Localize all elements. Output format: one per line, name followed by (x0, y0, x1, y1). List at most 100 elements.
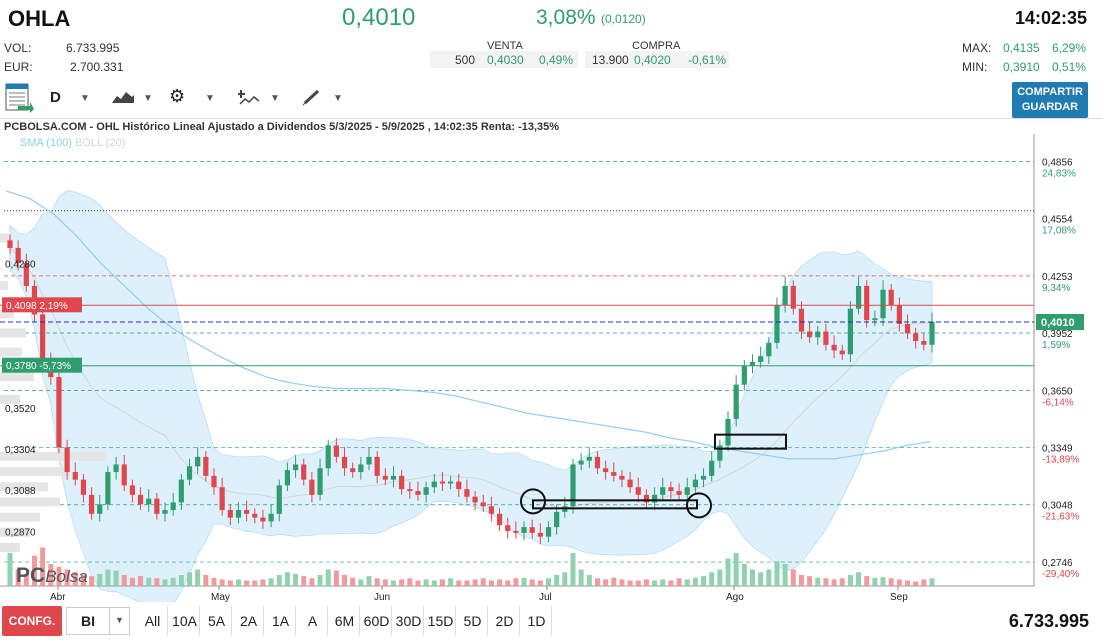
chart-type-icon[interactable] (112, 88, 134, 109)
volume-bar (7, 553, 13, 586)
range-button-2a[interactable]: 2A (234, 606, 264, 636)
candle-body (619, 475, 625, 480)
range-button-15d[interactable]: 15D (426, 606, 456, 636)
volume-bar (758, 572, 764, 586)
candle-body (146, 498, 152, 505)
range-button-10a[interactable]: 10A (170, 606, 200, 636)
annotation-circle-left (520, 488, 546, 515)
candle-body (709, 460, 715, 476)
candle-body (839, 350, 845, 355)
candle-body (913, 333, 919, 342)
volume-bar (40, 547, 46, 586)
x-axis-label: Sep (890, 592, 908, 602)
volume-bar (529, 579, 535, 586)
volume-bar (709, 572, 715, 586)
candle-body (423, 487, 429, 495)
gear-icon[interactable]: ⚙ (169, 86, 186, 106)
indicators-caret-icon[interactable]: ▼ (270, 93, 280, 104)
x-axis-label: Jul (539, 592, 552, 602)
venta-label: VENTA (487, 40, 523, 52)
volume-bar (847, 575, 853, 586)
candle-body (72, 472, 78, 480)
volume-bar (521, 577, 527, 586)
candle-body (317, 468, 323, 495)
volume-bar (643, 579, 649, 586)
candle-body (815, 331, 821, 338)
range-button-a[interactable]: A (298, 606, 328, 636)
candle-body (431, 481, 437, 488)
range-button-1a[interactable]: 1A (266, 606, 296, 636)
volume-bar (701, 576, 707, 586)
volume-bar (399, 579, 405, 586)
range-button-6m[interactable]: 6M (330, 606, 360, 636)
spreadsheet-icon[interactable] (4, 82, 34, 114)
range-button-1d[interactable]: 1D (522, 606, 552, 636)
volume-bar (72, 572, 78, 586)
indicators-icon[interactable] (237, 88, 260, 111)
draw-tool-caret-icon[interactable]: ▼ (333, 93, 343, 104)
range-button-all[interactable]: All (138, 606, 168, 636)
volume-bar (105, 569, 111, 586)
bi-caret-icon[interactable]: ▼ (115, 615, 124, 625)
period-caret-icon[interactable]: ▼ (80, 93, 90, 104)
volume-bar (790, 569, 796, 586)
volume-bar (749, 569, 755, 586)
volume-bar (211, 577, 217, 586)
volume-bar (374, 578, 380, 586)
right-axis-percent: -6,14% (1042, 397, 1074, 408)
volume-bar (350, 577, 356, 586)
right-axis-price: 0,3048 (1042, 501, 1073, 512)
volume-bar (333, 570, 339, 586)
config-button[interactable]: CONFG. (2, 606, 62, 636)
candle-body (407, 489, 413, 492)
right-axis-percent: 17,08% (1042, 226, 1076, 237)
volume-bar (823, 578, 829, 586)
volume-bar (293, 573, 299, 586)
candle-body (7, 240, 13, 248)
ticker-symbol: OHLA (8, 6, 71, 31)
volume-bar (798, 575, 804, 586)
volume-bar (464, 580, 470, 586)
price-chart[interactable]: 0,4098 2,19% 0,3780 -5,73% 0,4010 0,485624… (0, 134, 1103, 602)
chart-title: PCBOLSA.COM - OHL Histórico Lineal Ajust… (4, 121, 560, 133)
candle-body (170, 502, 176, 511)
range-button-2d[interactable]: 2D (490, 606, 520, 636)
candle-body (154, 498, 160, 514)
range-button-5a[interactable]: 5A (202, 606, 232, 636)
range-button-5d[interactable]: 5D (458, 606, 488, 636)
chart-type-caret-icon[interactable]: ▼ (143, 93, 153, 104)
venta-price: 0,4030 (487, 53, 524, 67)
candle-body (521, 527, 527, 533)
volume-bar (888, 578, 894, 586)
candle-body (56, 377, 62, 448)
volume-bar (187, 572, 193, 586)
bi-selector[interactable]: BI ▼ (66, 607, 130, 635)
settings-caret-icon[interactable]: ▼ (205, 93, 215, 104)
volume-bar (203, 575, 209, 586)
period-selector[interactable]: D (50, 89, 61, 106)
candle-body (252, 513, 258, 518)
volume-bar (676, 578, 682, 586)
candle-body (211, 475, 217, 488)
candle-body (448, 481, 454, 484)
min-percent: 0,51% (1052, 60, 1087, 74)
volume-bar (505, 580, 511, 586)
volume-profile-bar (0, 543, 20, 553)
draw-tool-icon[interactable] (302, 88, 322, 111)
candle-body (831, 344, 837, 351)
right-axis-price: 0,4856 (1042, 157, 1073, 168)
range-button-30d[interactable]: 30D (394, 606, 424, 636)
share-save-button[interactable]: COMPARTIR GUARDAR (1012, 82, 1088, 118)
bollinger-mid-line (9, 247, 933, 509)
candle-body (309, 479, 315, 495)
volume-bar (178, 575, 184, 586)
min-value: 0,3910 (1003, 60, 1040, 74)
volume-bar (913, 581, 919, 586)
candle-body (333, 445, 339, 457)
volume-bar (546, 578, 552, 586)
volume-bar (570, 553, 576, 586)
range-button-60d[interactable]: 60D (362, 606, 392, 636)
right-axis-price: 0,3952 (1042, 329, 1073, 340)
candle-body (15, 247, 21, 264)
candle-body (456, 481, 462, 490)
